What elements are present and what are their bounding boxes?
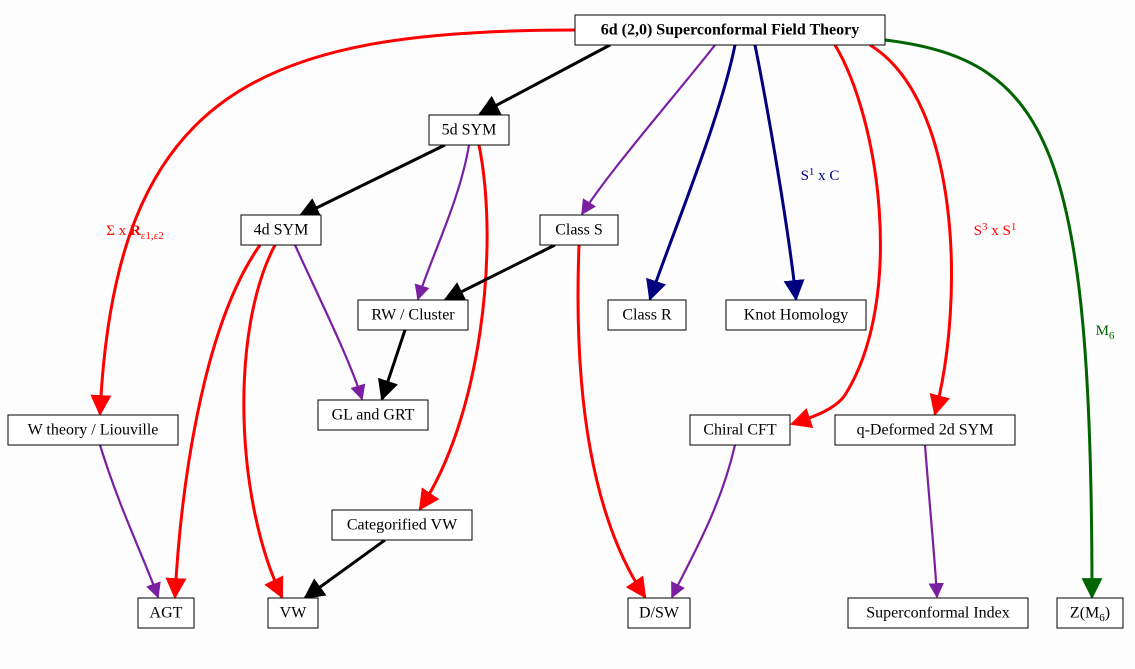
node-label-chiral: Chiral CFT: [703, 422, 777, 439]
edge-classs-dsw: [578, 245, 645, 597]
node-fivedsym: 5d SYM: [429, 115, 509, 145]
edge-qdef-scindex: [925, 445, 937, 597]
node-wliouv: W theory / Liouville: [8, 415, 178, 445]
node-label-root: 6d (2,0) Superconformal Field Theory: [601, 22, 860, 39]
node-classs: Class S: [540, 215, 618, 245]
node-zm6: Z(M6): [1057, 598, 1123, 628]
edge-fivedsym-fourdsym: [300, 145, 445, 216]
node-scindex: Superconformal Index: [848, 598, 1028, 628]
node-knot: Knot Homology: [726, 300, 866, 330]
edge-classs-rwcluster: [445, 245, 555, 300]
node-label-knot: Knot Homology: [744, 307, 848, 324]
node-vw: VW: [268, 598, 318, 628]
node-label-fivedsym: 5d SYM: [442, 122, 497, 139]
node-label-rwcluster: RW / Cluster: [371, 307, 455, 324]
edge-root-knot: [755, 45, 796, 299]
node-label-fourdsym: 4d SYM: [254, 222, 309, 239]
node-label-glgrt: GL and GRT: [332, 407, 415, 424]
node-agt: AGT: [138, 598, 194, 628]
node-rwcluster: RW / Cluster: [358, 300, 468, 330]
edge-fourdsym-agt: [175, 245, 260, 597]
node-label-dsw: D/SW: [639, 605, 680, 622]
edge-root-wliouv: [100, 30, 575, 414]
edge-wliouv-agt: [100, 445, 158, 597]
node-label-classr: Class R: [622, 307, 672, 324]
edge-chiral-dsw: [672, 445, 735, 597]
node-dsw: D/SW: [628, 598, 690, 628]
node-label-agt: AGT: [150, 605, 183, 622]
node-label-vw: VW: [280, 605, 308, 622]
edge-label-root-zm6: M6: [1096, 323, 1115, 342]
edge-catvw-vw: [305, 540, 385, 598]
edge-fourdsym-glgrt: [295, 245, 362, 399]
node-root: 6d (2,0) Superconformal Field Theory: [575, 15, 885, 45]
edge-rwcluster-glgrt: [382, 330, 405, 399]
edge-label-root-qdef: S3 x S1: [974, 221, 1017, 239]
node-label-catvw: Categorified VW: [347, 517, 458, 534]
node-label-qdef: q-Deformed 2d SYM: [857, 422, 994, 439]
node-qdef: q-Deformed 2d SYM: [835, 415, 1015, 445]
node-label-scindex: Superconformal Index: [866, 605, 1010, 622]
node-label-zm6: Z(M6): [1070, 605, 1110, 624]
edge-root-zm6: [885, 40, 1092, 597]
node-chiral: Chiral CFT: [690, 415, 790, 445]
node-fourdsym: 4d SYM: [241, 215, 321, 245]
node-catvw: Categorified VW: [332, 510, 472, 540]
node-glgrt: GL and GRT: [318, 400, 428, 430]
node-label-classs: Class S: [555, 222, 603, 239]
diagram-canvas: 6d (2,0) Superconformal Field Theory 5d S…: [0, 0, 1135, 669]
edge-root-qdef: [870, 45, 951, 414]
edge-root-classs: [582, 45, 715, 214]
node-classr: Class R: [608, 300, 686, 330]
edge-label-root-knot: S1 x C: [801, 166, 840, 184]
edge-label-root-wliouv: Σ x Rε1,ε2: [106, 223, 164, 242]
edge-fourdsym-vw: [244, 245, 282, 597]
edge-root-classr: [650, 45, 735, 299]
edge-root-chiral: [792, 45, 880, 424]
edge-fivedsym-rwcluster: [418, 145, 469, 299]
node-label-wliouv: W theory / Liouville: [28, 422, 159, 439]
edge-root-fivedsym: [480, 45, 610, 114]
